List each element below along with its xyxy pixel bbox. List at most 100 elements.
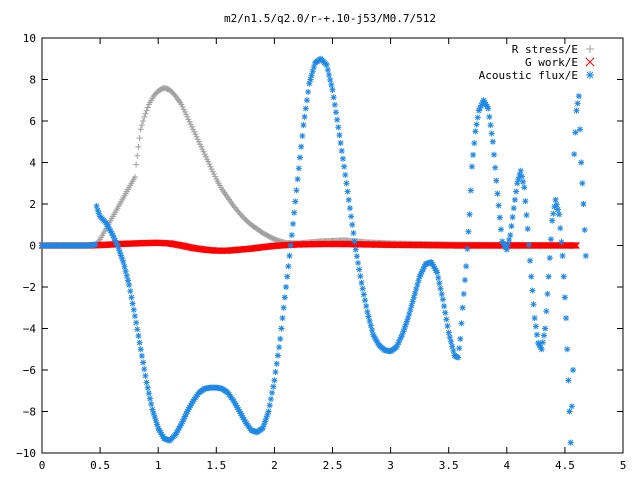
data-point bbox=[449, 343, 456, 350]
data-point bbox=[558, 239, 565, 246]
data-point bbox=[272, 369, 279, 376]
data-point bbox=[265, 408, 272, 415]
data-point bbox=[515, 176, 522, 183]
data-point bbox=[353, 253, 360, 260]
data-point bbox=[143, 107, 150, 114]
data-point bbox=[136, 339, 143, 346]
data-point bbox=[437, 285, 444, 292]
data-point bbox=[299, 132, 306, 139]
data-point bbox=[439, 296, 446, 303]
data-point bbox=[303, 97, 310, 104]
x-tick-label: 4.5 bbox=[555, 459, 575, 472]
x-tick-label: 0.5 bbox=[90, 459, 110, 472]
data-point bbox=[276, 344, 283, 351]
data-point bbox=[285, 263, 292, 270]
data-point bbox=[545, 273, 552, 280]
data-point bbox=[269, 389, 276, 396]
data-point bbox=[530, 301, 537, 308]
data-point bbox=[532, 323, 539, 330]
data-point bbox=[454, 354, 461, 361]
data-point bbox=[464, 245, 471, 252]
data-point bbox=[557, 225, 564, 232]
data-point bbox=[568, 403, 575, 410]
data-point bbox=[493, 177, 500, 184]
y-tick-label: 10 bbox=[23, 32, 36, 45]
y-tick-label: 0 bbox=[29, 240, 36, 253]
data-point bbox=[295, 165, 302, 172]
data-point bbox=[327, 76, 334, 83]
data-point bbox=[307, 76, 314, 83]
data-point bbox=[266, 402, 273, 409]
data-point bbox=[330, 94, 337, 101]
plot-area bbox=[38, 55, 589, 446]
data-point bbox=[344, 188, 351, 195]
data-point bbox=[131, 174, 138, 181]
data-point bbox=[348, 213, 355, 220]
data-point bbox=[577, 126, 584, 133]
data-point bbox=[273, 360, 280, 367]
data-point bbox=[438, 291, 445, 298]
data-point bbox=[503, 246, 510, 253]
data-point bbox=[352, 246, 359, 253]
data-point bbox=[366, 318, 373, 325]
x-tick-label: 1 bbox=[155, 459, 162, 472]
data-point bbox=[492, 164, 499, 171]
data-point bbox=[345, 196, 352, 203]
data-point bbox=[497, 226, 504, 233]
data-point bbox=[142, 110, 149, 117]
data-point bbox=[415, 277, 422, 284]
x-tick-label: 5 bbox=[620, 459, 627, 472]
data-point bbox=[291, 209, 298, 216]
data-point bbox=[281, 294, 288, 301]
data-point bbox=[140, 359, 147, 366]
data-point bbox=[283, 284, 290, 290]
data-point bbox=[140, 118, 147, 124]
data-point bbox=[405, 315, 412, 322]
x-tick-label: 0 bbox=[39, 459, 46, 472]
data-point bbox=[359, 285, 366, 292]
data-point bbox=[570, 242, 578, 249]
data-point bbox=[546, 254, 553, 261]
data-point bbox=[495, 202, 502, 209]
data-point bbox=[508, 223, 515, 230]
legend-label: R stress/E bbox=[512, 43, 578, 56]
data-point bbox=[126, 281, 133, 288]
y-tick-label: 6 bbox=[29, 115, 36, 128]
data-point bbox=[280, 304, 287, 311]
data-point bbox=[509, 214, 516, 221]
data-point bbox=[531, 315, 538, 322]
data-point bbox=[346, 205, 353, 212]
data-point bbox=[521, 184, 528, 191]
data-point bbox=[145, 390, 152, 397]
data-point bbox=[581, 226, 588, 233]
data-point bbox=[329, 86, 336, 93]
data-point bbox=[406, 310, 413, 317]
data-point bbox=[504, 241, 511, 248]
data-point bbox=[552, 196, 559, 203]
data-point bbox=[553, 201, 560, 208]
data-point bbox=[137, 346, 144, 353]
data-point bbox=[274, 352, 281, 359]
data-point bbox=[277, 335, 284, 342]
y-tick-label: −2 bbox=[23, 281, 36, 294]
data-point bbox=[127, 288, 134, 295]
data-point bbox=[559, 252, 566, 259]
data-point bbox=[365, 313, 372, 320]
data-point bbox=[442, 309, 449, 316]
data-point bbox=[284, 273, 291, 280]
data-point bbox=[409, 298, 416, 305]
data-point bbox=[270, 383, 277, 390]
data-point bbox=[529, 287, 536, 294]
data-point bbox=[517, 167, 524, 174]
data-point bbox=[144, 384, 151, 391]
data-point bbox=[356, 266, 363, 273]
data-point bbox=[525, 241, 532, 248]
data-point bbox=[485, 105, 492, 112]
series-2 bbox=[39, 55, 589, 446]
data-point bbox=[578, 159, 585, 166]
data-point bbox=[467, 187, 474, 194]
data-point bbox=[441, 303, 448, 310]
data-point bbox=[573, 242, 580, 249]
data-point bbox=[130, 306, 137, 313]
